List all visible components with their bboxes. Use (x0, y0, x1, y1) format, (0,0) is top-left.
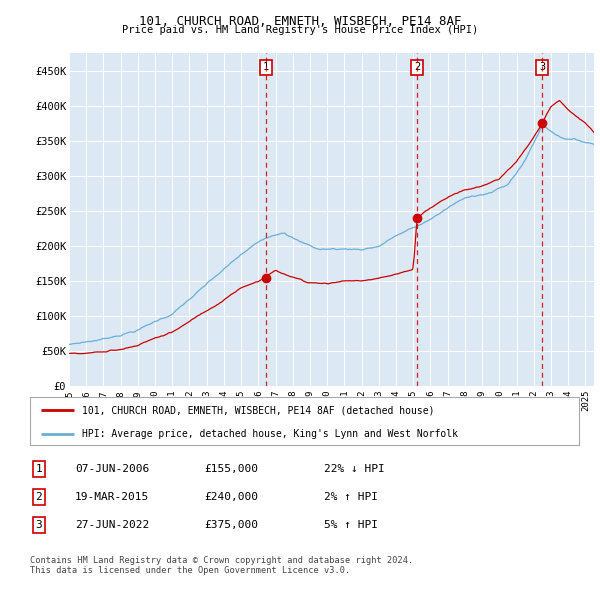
Text: HPI: Average price, detached house, King's Lynn and West Norfolk: HPI: Average price, detached house, King… (82, 430, 458, 440)
Text: 2: 2 (35, 492, 43, 502)
Text: £155,000: £155,000 (204, 464, 258, 474)
Text: 101, CHURCH ROAD, EMNETH, WISBECH, PE14 8AF (detached house): 101, CHURCH ROAD, EMNETH, WISBECH, PE14 … (82, 405, 434, 415)
Text: £240,000: £240,000 (204, 492, 258, 502)
Text: 3: 3 (35, 520, 43, 530)
Text: 1: 1 (35, 464, 43, 474)
Text: 19-MAR-2015: 19-MAR-2015 (75, 492, 149, 502)
Text: 2% ↑ HPI: 2% ↑ HPI (324, 492, 378, 502)
Text: 1: 1 (263, 62, 269, 72)
Text: 101, CHURCH ROAD, EMNETH, WISBECH, PE14 8AF: 101, CHURCH ROAD, EMNETH, WISBECH, PE14 … (139, 15, 461, 28)
Text: 3: 3 (539, 62, 545, 72)
Text: 07-JUN-2006: 07-JUN-2006 (75, 464, 149, 474)
Text: 22% ↓ HPI: 22% ↓ HPI (324, 464, 385, 474)
Text: 2: 2 (414, 62, 420, 72)
Text: Contains HM Land Registry data © Crown copyright and database right 2024.
This d: Contains HM Land Registry data © Crown c… (30, 556, 413, 575)
Text: Price paid vs. HM Land Registry's House Price Index (HPI): Price paid vs. HM Land Registry's House … (122, 25, 478, 35)
Text: £375,000: £375,000 (204, 520, 258, 530)
Text: 27-JUN-2022: 27-JUN-2022 (75, 520, 149, 530)
Text: 5% ↑ HPI: 5% ↑ HPI (324, 520, 378, 530)
